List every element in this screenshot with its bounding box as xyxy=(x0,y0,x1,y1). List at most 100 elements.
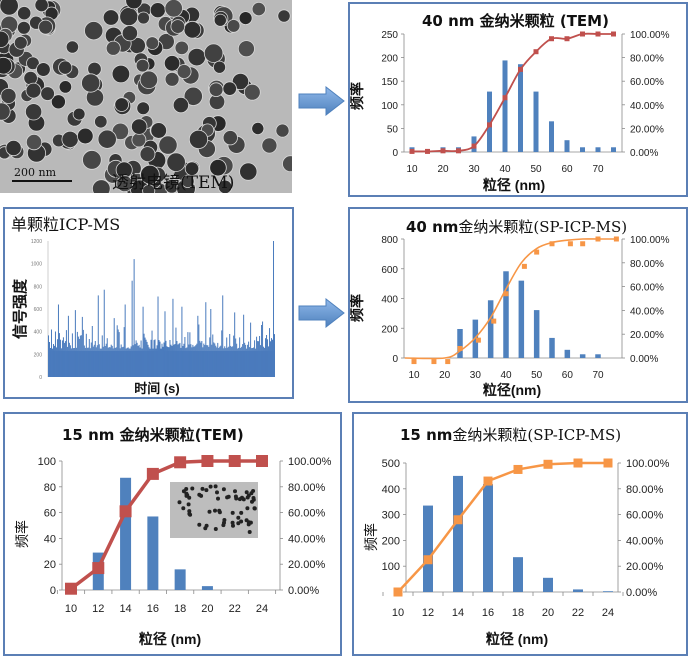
signal-bar xyxy=(120,344,122,377)
signal-bar xyxy=(223,348,225,377)
signal-bar xyxy=(113,318,115,377)
signal-bar xyxy=(249,347,251,377)
signal-bar xyxy=(198,324,200,377)
signal-bar xyxy=(162,346,164,377)
signal-bar xyxy=(190,344,192,377)
bar xyxy=(174,569,186,590)
nanoparticle xyxy=(231,72,250,91)
cumulative-marker xyxy=(573,458,583,468)
signal-bar xyxy=(68,342,70,377)
y-tick-label: 600 xyxy=(381,265,398,276)
signal-bar xyxy=(61,340,63,377)
cumulative-marker xyxy=(611,31,616,37)
nanoparticle xyxy=(233,494,238,499)
y2-tick-label: 0.00% xyxy=(288,585,319,597)
signal-bar xyxy=(112,348,114,377)
signal-bar xyxy=(175,327,177,377)
x-tick-label: 16 xyxy=(482,607,494,619)
y2-tick-label: 60.00% xyxy=(630,77,664,88)
signal-bar xyxy=(270,341,272,377)
y-tick-label: 400 xyxy=(382,484,400,496)
tem-micrograph: 200 nm 透射电镜(TEM) xyxy=(0,0,292,193)
nanoparticle xyxy=(217,508,222,513)
y-tick-label: 40 xyxy=(44,533,56,545)
cumulative-marker xyxy=(445,359,451,365)
signal-bar xyxy=(232,346,234,377)
bar xyxy=(503,271,509,358)
signal-bar xyxy=(165,340,167,377)
nanoparticle xyxy=(150,122,168,139)
signal-bar xyxy=(125,348,127,377)
y2-tick-label: 100.00% xyxy=(626,458,670,470)
nanoparticle xyxy=(261,137,278,154)
signal-bar xyxy=(246,348,248,377)
nanoparticle xyxy=(203,43,224,63)
signal-bar xyxy=(48,335,49,377)
signal-bar xyxy=(52,344,54,377)
signal-bar xyxy=(150,339,152,377)
chart-panel-sp40: 40 nm金纳米颗粒(SP-ICP-MS) 0 200 400 600 800 0.00%… xyxy=(348,207,688,403)
x-tick-label: 70 xyxy=(592,164,604,175)
nanoparticle xyxy=(204,523,209,528)
signal-bar xyxy=(251,348,253,377)
signal-bar xyxy=(201,341,203,377)
bar xyxy=(147,516,159,590)
cumulative-marker xyxy=(513,464,523,474)
signal-bar xyxy=(67,315,69,377)
y2-tick-label: 40.00% xyxy=(630,306,664,317)
signal-bar xyxy=(229,334,231,377)
cumulative-marker xyxy=(440,148,446,154)
x-tick-label: 40 xyxy=(500,370,512,381)
y-tick-label: 50 xyxy=(387,124,399,135)
nanoparticle xyxy=(174,40,190,56)
nanoparticle xyxy=(158,135,178,155)
signal-bar xyxy=(142,306,144,377)
nanoparticle xyxy=(245,506,250,511)
signal-bar xyxy=(118,332,120,377)
nanoparticle xyxy=(26,56,40,71)
signal-bar xyxy=(59,339,61,377)
bar xyxy=(595,147,601,152)
nanoparticle xyxy=(163,55,181,72)
signal-bar xyxy=(110,344,112,377)
signal-bar xyxy=(234,312,236,377)
signal-bar xyxy=(49,348,51,377)
x-tick-label: 50 xyxy=(530,164,542,175)
y2-tick-label: 100.00% xyxy=(630,30,670,41)
nanoparticle xyxy=(139,146,156,163)
signal-bar xyxy=(54,331,56,377)
signal-bar xyxy=(218,348,220,377)
signal-bar xyxy=(98,344,100,377)
signal-bar xyxy=(57,304,59,377)
right-arrow-icon xyxy=(298,298,345,328)
y2-tick-label: 0.00% xyxy=(630,354,658,365)
x-tick-label: 24 xyxy=(602,607,614,619)
nanoparticle xyxy=(251,489,256,493)
nanoparticle xyxy=(164,71,180,87)
signal-bar xyxy=(240,347,242,377)
y-tick-label: 20 xyxy=(44,559,56,571)
chart-tem15: 0 20 40 60 80 100 0.00% 20.00% 40.00% 60.00% 80.00… xyxy=(14,455,332,647)
signal-bar xyxy=(227,347,229,377)
x-tick-label: 60 xyxy=(561,164,573,175)
signal-bar xyxy=(224,346,226,377)
signal-bar xyxy=(117,329,119,377)
y-tick-label: 0 xyxy=(392,148,398,159)
nanoparticle xyxy=(0,102,11,121)
signal-bar xyxy=(79,335,81,377)
nanoparticle xyxy=(251,496,256,500)
y2-tick-label: 40.00% xyxy=(630,101,664,112)
nanoparticle xyxy=(61,130,79,148)
nanoparticle xyxy=(251,122,265,136)
cumulative-marker xyxy=(174,456,187,469)
signal-bar xyxy=(101,335,103,377)
cumulative-marker xyxy=(549,36,554,42)
signal-bar xyxy=(259,336,261,377)
y2-tick-label: 60.00% xyxy=(626,510,664,522)
signal-bar xyxy=(167,347,169,377)
cumulative-marker xyxy=(201,455,214,467)
chart-title-rest: 金纳米颗粒(SP-ICP-MS) xyxy=(452,426,622,444)
cumulative-marker xyxy=(503,291,509,297)
y-tick-label: 300 xyxy=(382,510,400,522)
signal-bar xyxy=(103,289,105,377)
